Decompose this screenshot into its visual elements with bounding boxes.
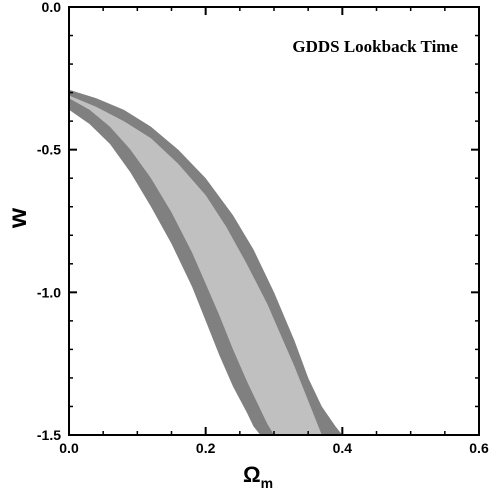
axis-ticks	[68, 6, 480, 436]
y-tick-label: -1.5	[37, 427, 61, 443]
y-tick-label: -0.5	[37, 142, 61, 158]
inner-region	[69, 95, 322, 435]
x-axis-title-main: Ω	[243, 462, 261, 487]
x-tick-label: 0.2	[196, 440, 216, 456]
y-tick-label: 0.0	[42, 0, 62, 15]
confidence-regions	[69, 89, 343, 435]
x-tick-label: 0.4	[333, 440, 353, 456]
y-axis-title: w	[2, 207, 32, 229]
x-axis-title-sub: m	[261, 475, 273, 491]
axis-tick-labels: 0.0 0.2 0.4 0.6 0.0 -0.5 -1.0 -1.5	[37, 0, 489, 456]
x-tick-label: 0.0	[59, 440, 79, 456]
y-tick-label: -1.0	[37, 284, 61, 300]
chart-title: GDDS Lookback Time	[292, 37, 458, 56]
x-tick-label: 0.6	[469, 440, 489, 456]
x-axis-title: Ωm	[243, 462, 273, 491]
